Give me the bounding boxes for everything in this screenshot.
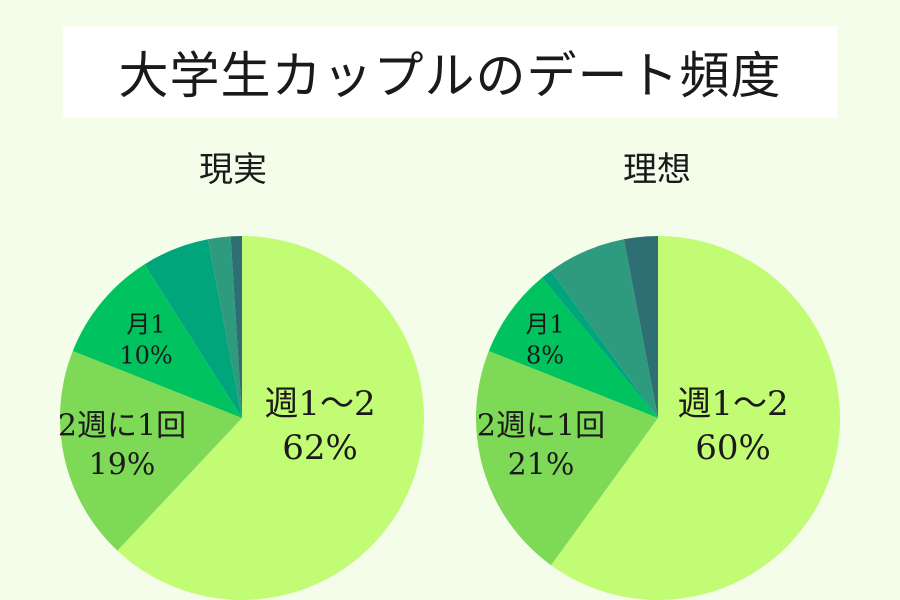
slice-label-percent: 21% [508,448,575,483]
slice-label-percent: 8% [526,342,564,370]
slice-label-name: 月1 [126,310,165,338]
slice-label-percent: 10% [119,342,172,370]
slice-label: 2週に1回 21% [477,409,605,483]
pie-slice [475,351,658,566]
slice-label: 週1～2 60% [677,384,788,468]
slice-label-name: 2週に1回 [477,409,605,444]
slice-label-name: 月1 [525,310,564,338]
pie-chart-ideal: 週1～2 60%2週に1回 21%月1 8% [475,236,840,600]
pie-title-ideal: 理想 [623,150,691,190]
pie-slice [230,236,242,418]
slice-label-percent: 60% [695,428,771,468]
chart-title: 大学生カップルのデート頻度 [118,47,782,105]
slice-label-name: 週1～2 [677,384,788,424]
pie-slice [117,236,425,600]
pie-title-reality: 現実 [199,150,267,190]
slice-label-percent: 19% [89,448,156,483]
slice-label-percent: 62% [282,428,358,468]
chart-title-box: 大学生カップルのデート頻度 [63,27,837,117]
pie-chart-reality: 週1～2 62%2週に1回 19%月1 10% [58,236,425,600]
slice-label: 週1～2 62% [264,384,375,468]
slice-label: 月1 10% [119,310,172,369]
pie-slice [541,270,658,418]
pie-slice [551,239,658,418]
slice-label-name: 2週に1回 [58,409,186,444]
pie-slice [551,236,840,600]
pie-slice [59,351,242,551]
pie-slice [72,264,243,418]
slice-label: 2週に1回 19% [58,409,186,483]
pie-slice [623,236,658,418]
pie-slice [488,277,658,418]
slice-label-name: 週1～2 [264,384,375,424]
slice-label: 月1 8% [525,310,564,369]
pie-slice [207,236,242,418]
pie-slice [144,239,242,418]
